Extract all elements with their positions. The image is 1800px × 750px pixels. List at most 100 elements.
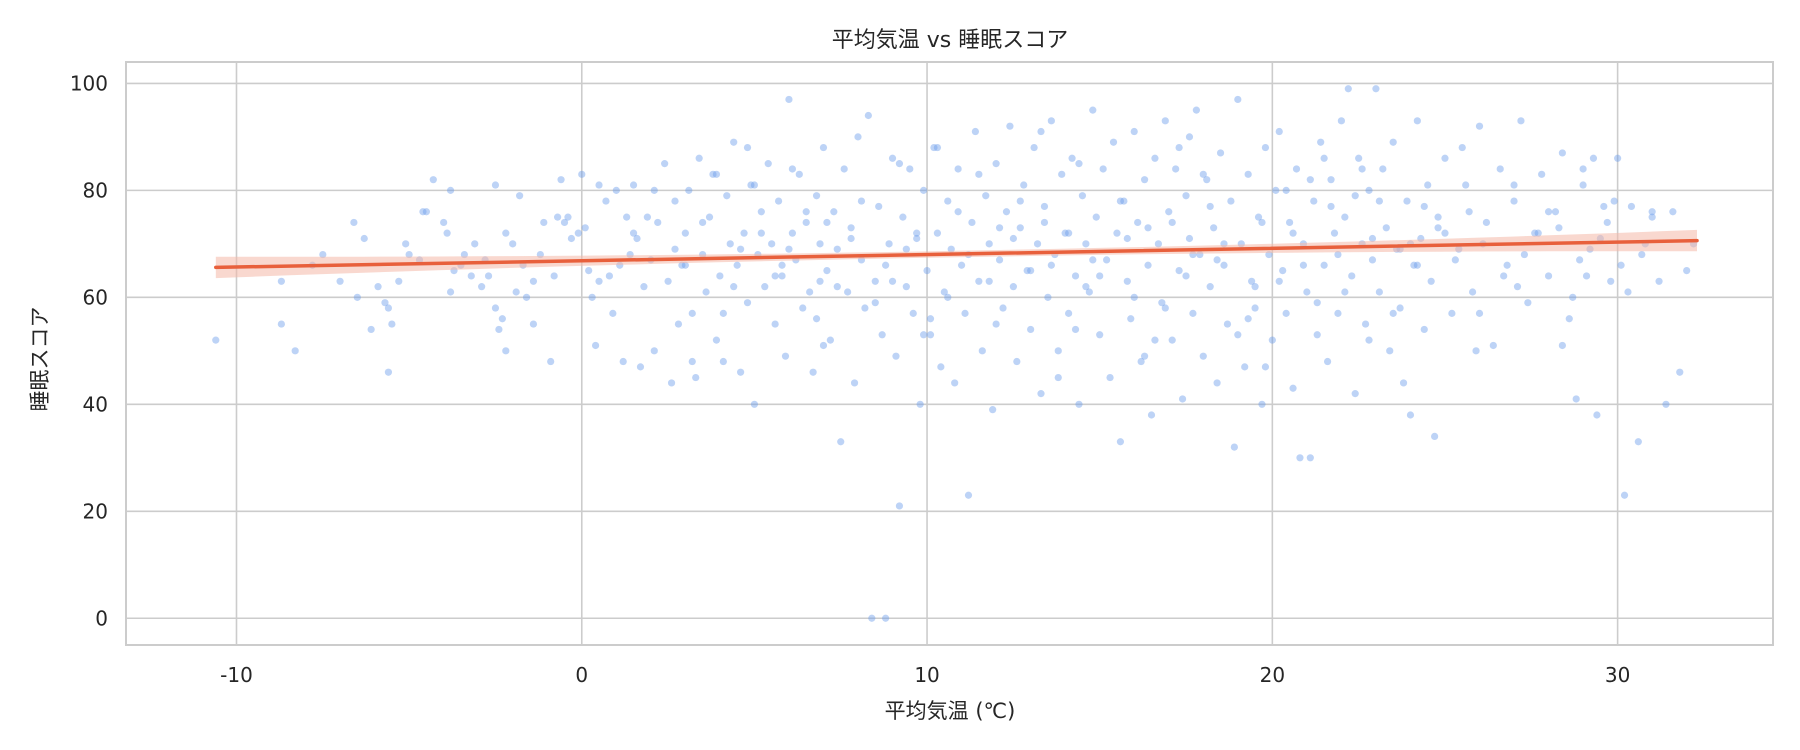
data-point [1182, 272, 1190, 280]
data-point [954, 165, 962, 173]
data-point [1323, 357, 1332, 366]
data-point [1620, 491, 1629, 499]
data-point [1334, 309, 1342, 317]
data-point [989, 406, 997, 414]
data-point [916, 400, 924, 408]
data-point [819, 341, 828, 350]
data-point [882, 614, 890, 622]
data-point [664, 277, 672, 285]
data-point [1082, 283, 1090, 291]
data-point [1140, 176, 1149, 184]
data-point [778, 272, 786, 280]
data-point [926, 331, 935, 339]
data-point [878, 331, 886, 339]
data-point [1227, 197, 1235, 205]
data-point [1403, 197, 1411, 205]
data-point [516, 192, 524, 200]
data-point [1175, 143, 1183, 152]
data-point [388, 320, 396, 328]
data-point [1544, 272, 1553, 280]
data-point [554, 213, 562, 221]
data-point [1638, 250, 1646, 259]
data-point [802, 218, 810, 227]
data-point [1389, 309, 1397, 317]
data-point [1033, 240, 1042, 248]
data-point [757, 229, 765, 237]
data-point [1027, 325, 1035, 334]
data-point [395, 277, 403, 285]
data-point [712, 170, 721, 178]
data-point [1175, 266, 1183, 275]
data-point [1037, 390, 1045, 398]
data-point [1306, 176, 1314, 184]
data-point [1078, 192, 1087, 200]
data-point [747, 181, 755, 189]
trend-line [214, 238, 1699, 270]
data-point [595, 277, 603, 285]
data-point [985, 240, 993, 248]
data-point [1441, 154, 1449, 162]
data-point [888, 277, 897, 285]
data-point [1382, 224, 1390, 232]
x-tick-label: -10 [220, 663, 253, 687]
data-point [1465, 208, 1473, 216]
data-point [806, 288, 814, 296]
data-point [1234, 331, 1242, 339]
data-point [1420, 325, 1428, 334]
data-point [1106, 373, 1114, 382]
data-point [1431, 432, 1439, 441]
data-point [1123, 234, 1131, 243]
data-point [1368, 234, 1377, 243]
data-point [1199, 352, 1207, 360]
data-point [957, 261, 966, 269]
data-point [809, 368, 817, 376]
data-point [374, 283, 382, 291]
data-point [1137, 357, 1145, 366]
data-point [826, 336, 834, 344]
data-point [1009, 234, 1017, 243]
data-point [1427, 277, 1435, 285]
x-tick-label: 20 [1260, 663, 1285, 687]
data-point [661, 160, 669, 168]
data-point [336, 277, 344, 285]
data-point [1337, 117, 1345, 125]
data-point [1182, 192, 1190, 200]
data-point [785, 95, 793, 104]
data-point [1109, 138, 1118, 146]
data-point [788, 229, 796, 237]
data-point [1130, 127, 1138, 136]
data-point [1434, 213, 1442, 221]
data-point [440, 218, 448, 227]
data-point [1068, 154, 1076, 162]
data-point [1610, 197, 1618, 205]
data-point [1061, 229, 1069, 237]
data-point [1147, 411, 1156, 419]
data-point [1617, 261, 1625, 269]
data-point [913, 229, 921, 237]
data-point [1534, 229, 1542, 237]
data-point [847, 224, 855, 232]
data-point [1185, 133, 1194, 141]
data-point [1244, 315, 1252, 323]
data-point [861, 304, 869, 312]
data-point [1009, 283, 1017, 291]
data-point [1140, 352, 1149, 360]
data-point [1368, 256, 1377, 264]
data-point [1258, 218, 1266, 227]
data-point [802, 208, 810, 216]
data-point [591, 341, 600, 350]
data-point [1230, 443, 1238, 451]
data-point [868, 614, 876, 622]
data-point [719, 309, 727, 317]
data-point [681, 229, 689, 237]
data-point [1372, 85, 1380, 93]
data-point [1289, 384, 1297, 392]
data-point [1096, 331, 1104, 339]
data-point [992, 320, 1000, 328]
data-point [1013, 357, 1021, 366]
data-point [1275, 277, 1283, 285]
data-point [985, 277, 993, 285]
data-point [1351, 390, 1359, 398]
data-point [909, 309, 917, 317]
data-point [605, 272, 613, 280]
